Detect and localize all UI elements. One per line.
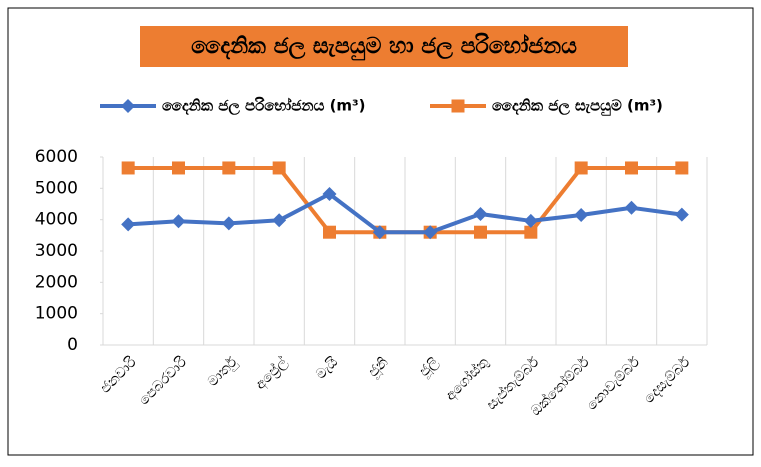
point	[121, 161, 135, 175]
point	[222, 161, 236, 175]
point	[171, 214, 186, 229]
series-line	[128, 191, 683, 235]
y-tick-label: 4000	[35, 210, 78, 230]
y-tick-label: 2000	[35, 272, 78, 292]
legend-label: දෛනික ජල සැපයුම (m³)	[492, 97, 663, 117]
point	[474, 225, 487, 239]
y-tick-label: 5000	[35, 178, 78, 198]
point	[322, 186, 337, 201]
point	[121, 99, 135, 113]
legend-label: දෛනික ජල පරිභෝජනය (m³)	[162, 97, 365, 116]
point	[624, 200, 639, 215]
point	[524, 225, 538, 239]
point	[674, 207, 689, 222]
y-tick-label: 1000	[35, 304, 78, 324]
point	[523, 213, 538, 228]
point	[323, 225, 336, 239]
point	[121, 217, 136, 232]
point	[172, 161, 185, 175]
chart-title: දෛනික ජල සැපයුම හා ජල පරිභෝජනය	[191, 32, 577, 61]
point	[451, 99, 465, 113]
point	[272, 161, 286, 175]
y-tick-label: 6000	[35, 147, 78, 167]
point	[675, 161, 689, 175]
y-tick-label: 0	[67, 335, 78, 355]
title-box	[140, 26, 628, 67]
point	[221, 216, 236, 231]
y-tick-label: 3000	[35, 241, 78, 261]
point	[625, 161, 638, 175]
point	[423, 225, 438, 240]
point	[372, 225, 387, 240]
point	[574, 161, 588, 175]
point	[574, 207, 589, 222]
point	[272, 213, 287, 228]
point	[473, 207, 488, 222]
